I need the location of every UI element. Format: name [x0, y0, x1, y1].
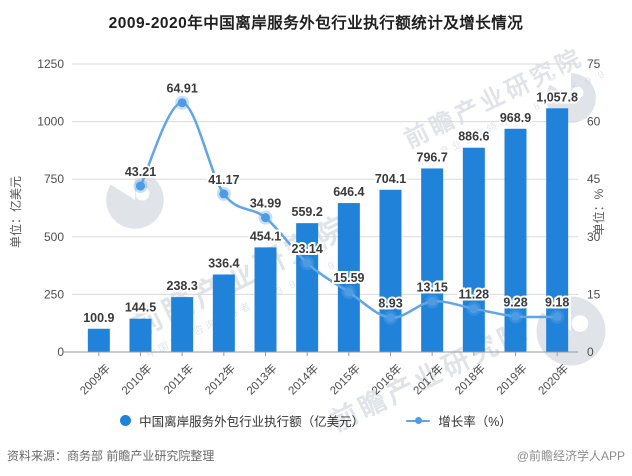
line-marker	[177, 98, 187, 108]
bar-value-label: 1,057.8	[536, 90, 578, 104]
line-marker	[427, 297, 437, 307]
line-value-label: 64.91	[167, 82, 198, 96]
left-axis-tick-label: 250	[44, 287, 64, 301]
x-axis-label: 2015年	[327, 361, 363, 397]
line-marker	[302, 258, 312, 268]
bar-2014年	[296, 223, 319, 352]
bar-value-label: 454.1	[250, 229, 281, 243]
line-marker	[552, 312, 562, 322]
x-axis-label: 2019年	[493, 361, 529, 397]
x-axis-label: 2016年	[368, 361, 404, 397]
bar-2011年	[171, 297, 194, 352]
left-axis-tick-label: 1250	[37, 57, 64, 71]
x-axis-label: 2009年	[77, 361, 113, 397]
bar-2020年	[546, 108, 569, 352]
line-value-label: 13.15	[417, 281, 448, 295]
line-marker	[219, 189, 229, 199]
x-axis-label: 2014年	[285, 361, 321, 397]
line-value-label: 9.18	[545, 296, 569, 310]
bar-2016年	[379, 189, 402, 352]
left-axis-tick-label: 1000	[37, 115, 64, 129]
legend-label: 增长率（%）	[438, 415, 512, 429]
line-marker	[469, 304, 479, 314]
line-marker	[511, 311, 520, 321]
bar-2017年	[421, 168, 444, 352]
line-value-label: 8.93	[378, 297, 402, 311]
bar-2009年	[87, 328, 110, 352]
line-value-label: 23.14	[292, 242, 323, 256]
bar-value-label: 100.9	[83, 311, 114, 325]
bar-series-marker-icon	[120, 415, 132, 426]
x-axis-label: 2017年	[410, 361, 446, 397]
right-axis-tick-label: 0	[587, 345, 594, 359]
left-axis-tick-label: 750	[44, 172, 64, 186]
right-axis-title: 单位：%	[591, 188, 606, 235]
line-marker	[136, 181, 145, 191]
legend-label: 中国离岸服务外包行业执行额（亿美元）	[139, 415, 365, 429]
line-value-label: 41.17	[208, 173, 239, 187]
bar-value-label: 144.5	[125, 301, 156, 315]
chart-title: 2009-2020年中国离岸服务外包行业执行额统计及增长情况	[108, 15, 524, 32]
right-axis-tick-label: 45	[587, 172, 601, 186]
credit-text: @前瞻经济学人APP	[516, 449, 625, 463]
right-axis-tick-label: 15	[587, 287, 601, 301]
bar-value-label: 704.1	[375, 172, 406, 186]
bar-value-label: 336.4	[208, 256, 239, 270]
legend-item-growth-rate: 增长率（%）	[406, 411, 512, 430]
bar-value-label: 886.6	[458, 130, 489, 144]
left-axis-tick-label: 500	[44, 230, 64, 244]
x-axis-label: 2012年	[202, 361, 238, 397]
bar-2019年	[504, 128, 527, 352]
bar-2010年	[129, 318, 152, 352]
line-marker	[344, 287, 354, 297]
legend: 中国离岸服务外包行业执行额（亿美元） 增长率（%）	[0, 411, 632, 430]
bar-value-label: 796.7	[417, 150, 448, 164]
line-value-label: 34.99	[250, 197, 281, 211]
bar-2013年	[254, 247, 277, 352]
legend-item-execution-amount: 中国离岸服务外包行业执行额（亿美元）	[120, 411, 364, 430]
line-value-label: 9.28	[503, 295, 527, 309]
left-axis-title: 单位：亿美元	[8, 176, 23, 248]
growth-rate-line	[139, 101, 559, 319]
right-axis-tick-label: 30	[587, 230, 601, 244]
line-marker	[386, 313, 395, 323]
x-axis-label: 2020年	[535, 361, 571, 397]
right-axis-tick-label: 60	[587, 115, 601, 129]
bar-2012年	[212, 274, 235, 352]
line-value-label: 43.21	[125, 165, 156, 179]
bar-value-label: 646.4	[333, 185, 364, 199]
line-value-label: 15.59	[333, 271, 364, 285]
bar-value-label: 968.9	[500, 111, 531, 125]
x-axis-label: 2018年	[452, 361, 488, 397]
x-axis-label: 2010年	[118, 361, 154, 397]
bar-value-label: 238.3	[167, 279, 198, 293]
line-series-marker-icon	[406, 415, 431, 426]
source-text: 资料来源：商务部 前瞻产业研究院整理	[7, 449, 215, 463]
left-axis-tick-label: 0	[57, 345, 64, 359]
right-axis-tick-label: 75	[587, 57, 601, 71]
x-axis-label: 2013年	[243, 361, 279, 397]
bar-2018年	[462, 147, 485, 352]
line-value-label: 11.28	[459, 288, 490, 302]
bar-2015年	[337, 203, 360, 352]
x-axis-label: 2011年	[161, 361, 197, 397]
bar-value-label: 559.2	[292, 205, 323, 219]
line-marker	[261, 213, 270, 223]
